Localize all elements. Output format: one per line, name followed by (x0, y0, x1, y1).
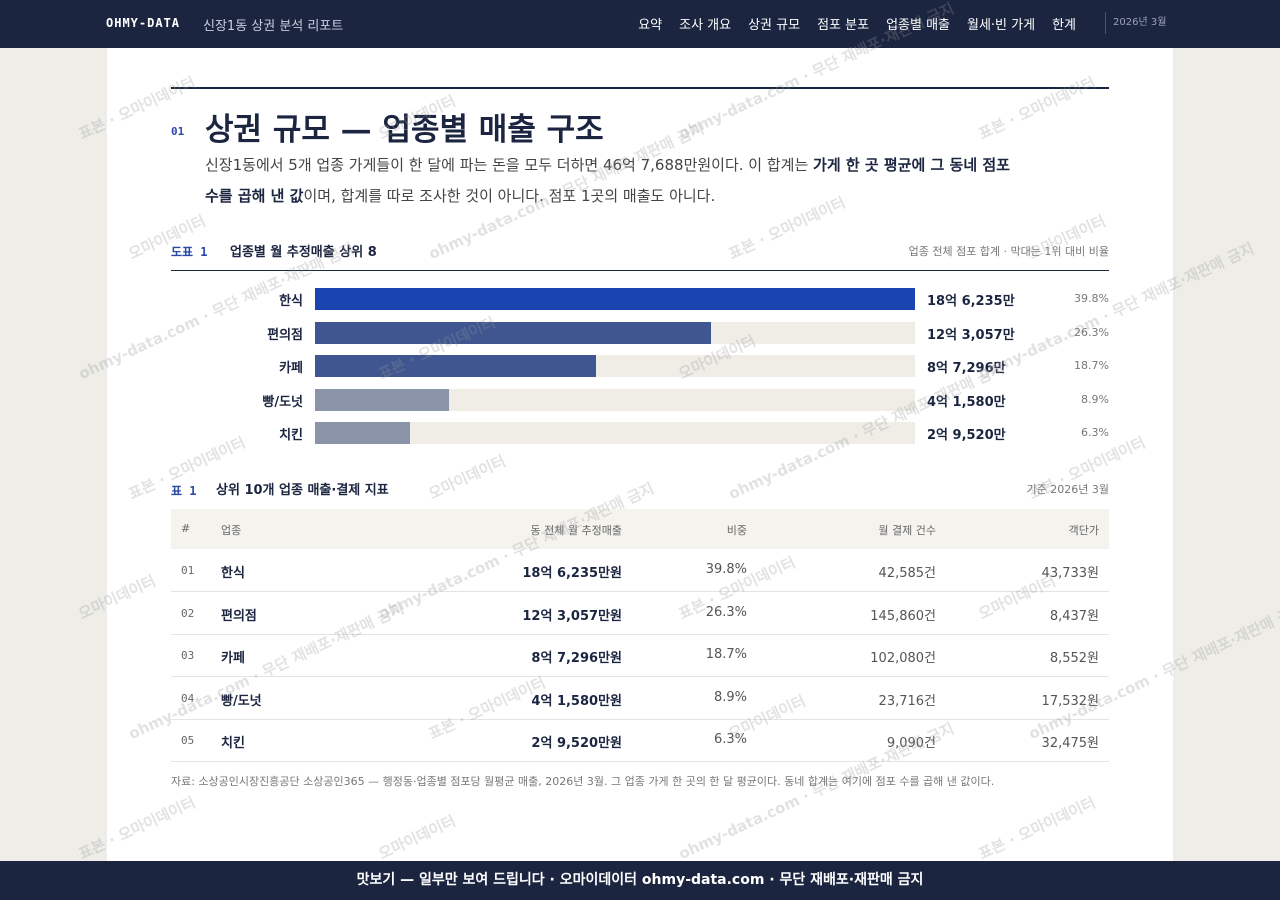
section-title: 상권 규모 — 업종별 매출 구조 (205, 112, 604, 148)
column-header: 업종 (221, 524, 242, 537)
table-cell: 8.9% (713, 689, 747, 705)
bar-track (315, 388, 915, 411)
section-number: 01 (171, 125, 185, 138)
column-header: 비중 (726, 524, 747, 537)
table-cell: 102,080건 (870, 651, 936, 667)
nav-link[interactable]: 상권 규모 (748, 18, 801, 33)
column-header: 동 전체 월 추정매출 (530, 524, 622, 537)
bar (315, 388, 449, 411)
table-cell: 한식 (221, 566, 245, 581)
table-cell: 빵/도넛 (221, 693, 262, 709)
report-date: 2026년 3월 (1105, 12, 1166, 34)
figure-title: 업종별 월 추정매출 상위 8 (230, 245, 377, 260)
table-cell: 18억 6,235만원 (522, 566, 622, 581)
figure-note: 업종 전체 점포 합계 · 막대는 1위 대비 비율 (908, 245, 1109, 258)
source-note: 자료: 소상공인시장진흥공단 소상공인365 — 행정동·업종별 점포당 월평균… (171, 775, 995, 788)
table-cell: 04 (181, 691, 195, 705)
bar-track (315, 355, 915, 377)
table-row: 01 한식 18억 6,235만원 39.8% 42,585건 43,733원 (171, 549, 1109, 592)
bar-track (315, 321, 915, 344)
nav-link[interactable]: 요약 (638, 18, 663, 33)
table-cell: 치킨 (221, 736, 245, 752)
table-cell: 32,475원 (1041, 736, 1099, 752)
nav-link[interactable]: 업종별 매출 (886, 18, 950, 33)
table-cell: 145,860건 (870, 608, 936, 624)
bar-track (315, 422, 915, 444)
bar-share: 26.3% (1074, 325, 1109, 339)
column-header: # (181, 522, 191, 535)
table-label: 표 1 (171, 484, 197, 498)
table-cell: 02 (181, 606, 195, 620)
table-cell: 4억 1,580만원 (531, 693, 622, 709)
nav-link[interactable]: 조사 개요 (679, 18, 732, 33)
bar-share: 18.7% (1074, 359, 1109, 372)
figure-rule (171, 270, 1109, 271)
table-cell: 26.3% (705, 604, 747, 620)
bar-share: 6.3% (1081, 426, 1109, 439)
lead-text: 이며, 합계를 따로 조사한 것이 아니다. 점포 1곳의 매출도 아니다. (303, 187, 716, 205)
bar (315, 355, 597, 377)
column-header: 객단가 (1068, 524, 1099, 537)
footer-banner: 맛보기 — 일부만 보여 드립니다 · 오마이데이터 ohmy-data.com… (0, 861, 1280, 900)
brand[interactable]: OHMY-DATA (106, 16, 181, 30)
table-cell: 18.7% (705, 647, 747, 663)
lead-paragraph: 신장1동에서 5개 업종 가게들이 한 달에 파는 돈을 모두 더하면 46억 … (205, 150, 1015, 212)
bar-value-label: 8억 7,296만 (927, 361, 1006, 376)
report-card (107, 48, 1173, 861)
table-cell: 카페 (221, 651, 245, 667)
table-cell: 2억 9,520만원 (531, 736, 622, 752)
table-cell: 12억 3,057만원 (522, 608, 622, 624)
bar-category: 한식 (279, 294, 303, 309)
table-row: 03 카페 8억 7,296만원 18.7% 102,080건 8,552원 (171, 634, 1109, 678)
table-cell: 05 (181, 734, 195, 748)
bar-value-label: 2억 9,520만 (927, 428, 1006, 443)
top-nav: OHMY-DATA 신장1동 상권 분석 리포트 요약 조사 개요 상권 규모 점포 … (0, 0, 1280, 48)
table-note: 기준 2026년 3월 (1026, 483, 1109, 496)
table-cell: 01 (181, 564, 195, 577)
nav-link[interactable]: 점포 분포 (817, 18, 870, 33)
table-cell: 8,437원 (1049, 608, 1099, 624)
bar-value-label: 18억 6,235만 (927, 294, 1015, 309)
lead-text: 가게 한 곳 평균에 그 동네 점포 수를 곱해 낸 값 (205, 156, 1010, 205)
bar (315, 321, 712, 344)
nav-link[interactable]: 월세·빈 가게 (967, 18, 1036, 33)
table-cell: 39.8% (705, 562, 747, 577)
bar-value-label: 4억 1,580만 (927, 394, 1006, 410)
table-cell: 8억 7,296만원 (531, 651, 622, 667)
bar-category: 카페 (279, 361, 303, 376)
column-header: 월 결제 건수 (878, 524, 936, 537)
table-cell: 03 (181, 649, 195, 663)
bar (315, 422, 411, 444)
bar (315, 288, 915, 310)
table-cell: 편의점 (221, 608, 257, 624)
table-row: 04 빵/도넛 4억 1,580만원 8.9% 23,716건 17,532원 (171, 677, 1109, 720)
table-row: 05 치킨 2억 9,520만원 6.3% 9,090건 32,475원 (171, 719, 1109, 763)
bar-category: 빵/도넛 (262, 394, 303, 410)
table-cell: 23,716건 (878, 693, 936, 709)
table-cell: 6.3% (713, 732, 747, 748)
table-header: # 업종 동 전체 월 추정매출 비중 월 결제 건수 객단가 (171, 509, 1109, 549)
table-title: 상위 10개 업종 매출·결제 지표 (216, 483, 389, 498)
table-cell: 43,733원 (1041, 566, 1099, 581)
table-row: 02 편의점 12억 3,057만원 26.3% 145,860건 8,437원 (171, 592, 1109, 635)
report-name: 신장1동 상권 분석 리포트 (203, 19, 344, 34)
table-cell: 42,585건 (878, 566, 936, 581)
bar-share: 8.9% (1081, 392, 1109, 406)
table-cell: 17,532원 (1041, 693, 1099, 709)
section-rule (171, 87, 1109, 89)
nav-links: 요약 조사 개요 상권 규모 점포 분포 업종별 매출 월세·빈 가게 한계 (638, 14, 1076, 33)
nav-link[interactable]: 한계 (1052, 18, 1076, 33)
bar-category: 치킨 (279, 428, 303, 443)
bar-value-label: 12억 3,057만 (927, 327, 1015, 343)
lead-text: 신장1동에서 5개 업종 가게들이 한 달에 파는 돈을 모두 더하면 46억 … (205, 156, 814, 174)
bar-track (315, 288, 915, 310)
table-cell: 8,552원 (1049, 651, 1099, 667)
bar-share: 39.8% (1074, 292, 1109, 305)
bar-category: 편의점 (267, 327, 303, 343)
table-cell: 9,090건 (886, 736, 936, 752)
figure-label: 도표 1 (171, 245, 208, 259)
